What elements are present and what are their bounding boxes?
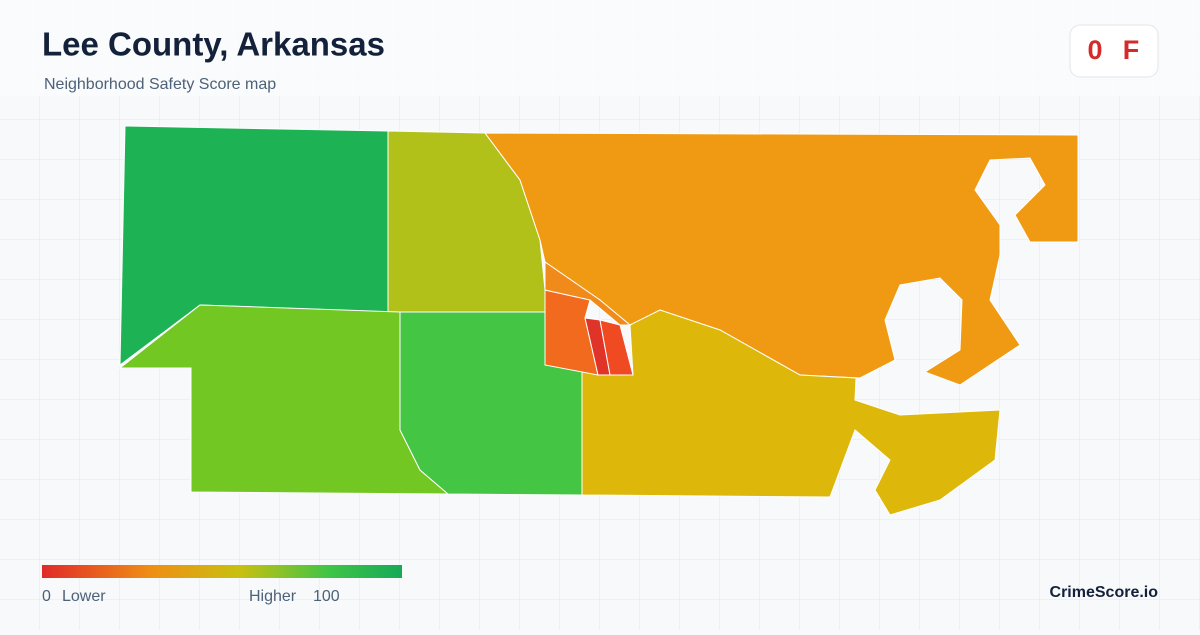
subtitle: Neighborhood Safety Score map bbox=[44, 76, 276, 93]
title: Lee County, Arkansas bbox=[42, 26, 385, 63]
legend-min-label: Lower bbox=[62, 588, 106, 605]
score-badge bbox=[1069, 24, 1159, 78]
legend-min: 0 bbox=[42, 588, 51, 605]
legend-max: 100 bbox=[313, 588, 340, 605]
badge-grade: F bbox=[1123, 35, 1140, 65]
regions bbox=[118, 125, 1079, 516]
brand: CrimeScore.io bbox=[1050, 584, 1159, 601]
header-band bbox=[0, 0, 1200, 96]
badge-score: 0 bbox=[1087, 35, 1102, 65]
legend-max-label: Higher bbox=[249, 588, 297, 605]
region bbox=[581, 309, 1001, 516]
region bbox=[599, 319, 634, 376]
legend-bar bbox=[42, 565, 402, 578]
